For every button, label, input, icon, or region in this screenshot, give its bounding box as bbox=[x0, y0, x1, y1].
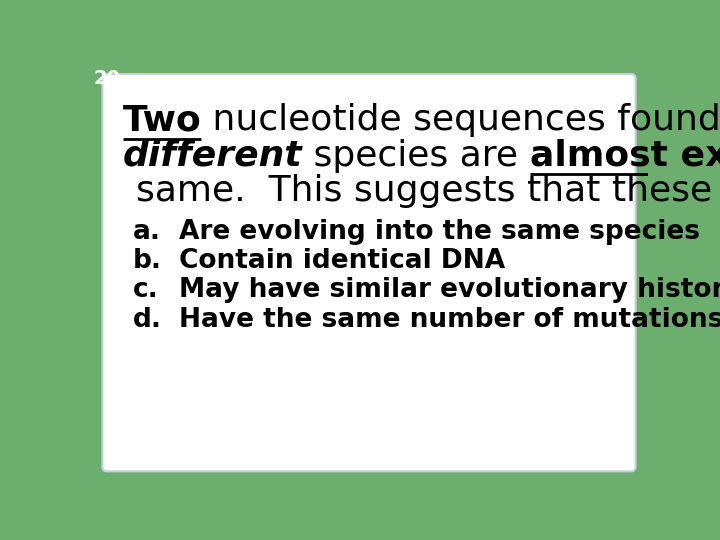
Text: b.: b. bbox=[132, 248, 161, 274]
Text: a.: a. bbox=[132, 219, 161, 245]
Text: species are: species are bbox=[302, 139, 530, 173]
Text: Two: Two bbox=[122, 103, 202, 137]
Text: d.: d. bbox=[132, 307, 161, 333]
Text: c.: c. bbox=[132, 278, 158, 303]
Text: Contain identical DNA: Contain identical DNA bbox=[179, 248, 505, 274]
Text: Are evolving into the same species: Are evolving into the same species bbox=[179, 219, 700, 245]
Text: same.  This suggests that these species: same. This suggests that these species bbox=[137, 174, 720, 208]
Text: Have the same number of mutations: Have the same number of mutations bbox=[179, 307, 720, 333]
Text: different: different bbox=[122, 139, 302, 173]
FancyBboxPatch shape bbox=[102, 74, 636, 471]
Text: almost exactly: almost exactly bbox=[530, 139, 720, 173]
Text: 20: 20 bbox=[94, 70, 121, 89]
Text: May have similar evolutionary histories: May have similar evolutionary histories bbox=[179, 278, 720, 303]
Text: nucleotide sequences found in two: nucleotide sequences found in two bbox=[202, 103, 720, 137]
